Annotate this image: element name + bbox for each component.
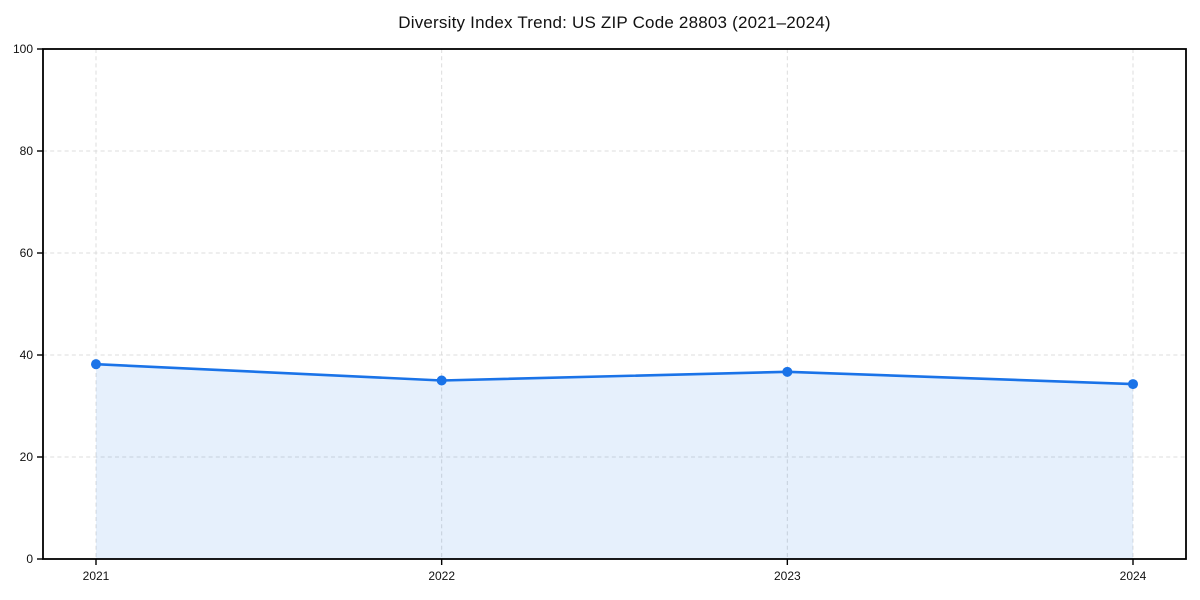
y-tick-label: 60 (20, 246, 34, 260)
data-point (91, 359, 101, 370)
y-tick-label: 0 (26, 552, 33, 566)
y-tick-label: 40 (20, 348, 34, 362)
x-tick-label: 2021 (83, 569, 110, 583)
data-point (782, 366, 793, 377)
x-tick-label: 2023 (774, 569, 801, 583)
plot-frame (42, 48, 1187, 560)
area-fill (96, 364, 1133, 559)
x-tick-label: 2024 (1120, 569, 1147, 583)
trend-line (94, 362, 1135, 386)
y-tick-label: 100 (13, 42, 33, 56)
y-tick-label: 80 (20, 144, 34, 158)
data-point (1128, 379, 1138, 390)
x-tick-label: 2022 (428, 569, 455, 583)
y-tick-label: 20 (20, 450, 34, 464)
data-point (436, 375, 447, 386)
chart-title: Diversity Index Trend: US ZIP Code 28803… (398, 13, 831, 32)
